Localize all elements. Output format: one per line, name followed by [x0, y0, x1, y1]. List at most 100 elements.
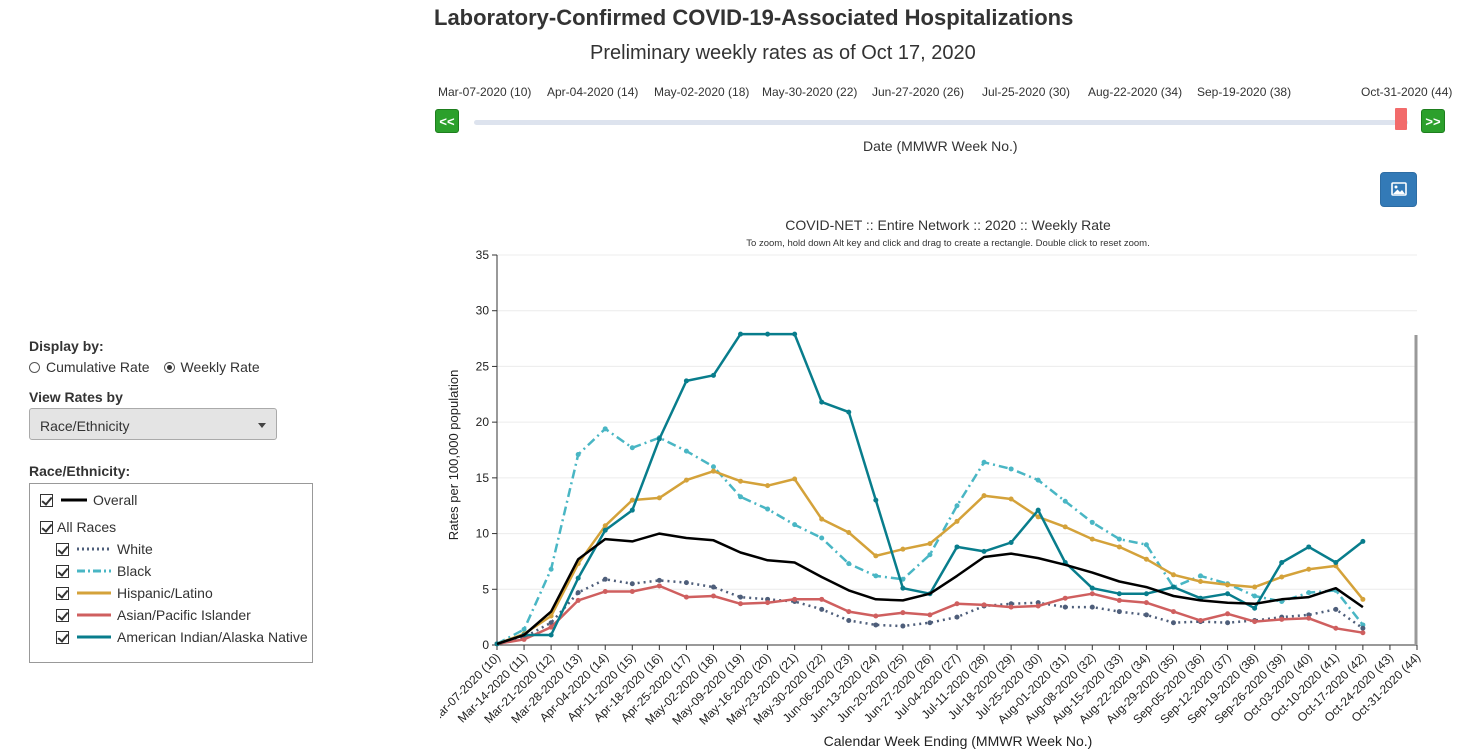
data-point-hispanic[interactable] [873, 553, 879, 559]
data-point-asian[interactable] [1306, 615, 1312, 621]
data-point-asian[interactable] [656, 583, 662, 589]
legend-item-black[interactable]: Black [56, 563, 151, 579]
data-point-hispanic[interactable] [738, 478, 744, 484]
legend-item-aian[interactable]: American Indian/Alaska Native [56, 629, 308, 645]
data-point-white[interactable] [1170, 620, 1176, 626]
data-point-aian[interactable] [575, 575, 581, 581]
data-point-black[interactable] [1306, 590, 1312, 596]
data-point-aian[interactable] [900, 585, 906, 591]
data-point-asian[interactable] [846, 609, 852, 615]
data-point-black[interactable] [1089, 519, 1095, 525]
data-point-white[interactable] [683, 580, 689, 586]
data-point-hispanic[interactable] [792, 476, 798, 482]
data-point-hispanic[interactable] [656, 495, 662, 501]
data-point-black[interactable] [954, 503, 960, 509]
timeline-label[interactable]: Aug-22-2020 (34) [1088, 85, 1183, 99]
data-point-aian[interactable] [629, 507, 635, 513]
radio-weekly-label[interactable]: Weekly Rate [180, 359, 260, 375]
data-point-aian[interactable] [1089, 585, 1095, 591]
data-point-aian[interactable] [873, 497, 879, 503]
data-point-white[interactable] [710, 584, 716, 590]
data-point-hispanic[interactable] [1089, 536, 1095, 542]
data-point-hispanic[interactable] [683, 477, 689, 483]
data-point-hispanic[interactable] [1360, 596, 1366, 602]
data-point-asian[interactable] [738, 601, 744, 607]
timeline-label[interactable]: Sep-19-2020 (38) [1197, 85, 1292, 99]
data-point-hispanic[interactable] [1279, 574, 1285, 580]
data-point-hispanic[interactable] [1116, 544, 1122, 550]
data-point-aian[interactable] [738, 331, 744, 337]
data-point-white[interactable] [1225, 620, 1231, 626]
data-point-asian[interactable] [683, 594, 689, 600]
legend-item-white[interactable]: White [56, 541, 153, 557]
data-point-black[interactable] [792, 522, 798, 528]
data-point-asian[interactable] [548, 624, 554, 630]
data-point-black[interactable] [1008, 466, 1014, 472]
data-point-black[interactable] [710, 464, 716, 470]
timeline-label[interactable]: Oct-31-2020 (44) [1361, 85, 1453, 99]
data-point-white[interactable] [602, 576, 608, 582]
data-point-aian[interactable] [710, 372, 716, 378]
timeline-label[interactable]: Jun-27-2020 (26) [872, 85, 965, 99]
timeline-prev-button[interactable]: << [435, 109, 459, 133]
series-black[interactable] [494, 426, 1366, 647]
timeline-label[interactable]: Apr-04-2020 (14) [547, 85, 639, 99]
data-point-aian[interactable] [548, 632, 554, 638]
data-point-aian[interactable] [1252, 605, 1258, 611]
data-point-hispanic[interactable] [927, 541, 933, 547]
data-point-white[interactable] [954, 614, 960, 620]
series-line-aian[interactable] [496, 332, 1364, 646]
data-point-hispanic[interactable] [1143, 556, 1149, 562]
data-point-black[interactable] [765, 506, 771, 512]
data-point-aian[interactable] [981, 548, 987, 554]
data-point-asian[interactable] [900, 610, 906, 616]
data-point-black[interactable] [1198, 573, 1204, 579]
legend-item-all-races[interactable]: All Races [40, 519, 116, 535]
data-point-asian[interactable] [1035, 603, 1041, 609]
data-point-white[interactable] [1089, 604, 1095, 610]
data-point-aian[interactable] [765, 331, 771, 337]
radio-weekly[interactable] [163, 361, 175, 373]
data-point-hispanic[interactable] [954, 518, 960, 524]
data-point-white[interactable] [1333, 606, 1339, 612]
data-point-white[interactable] [548, 620, 554, 626]
data-point-aian[interactable] [1008, 539, 1014, 545]
data-point-hispanic[interactable] [981, 493, 987, 499]
legend-item-asian[interactable]: Asian/Pacific Islander [56, 607, 251, 623]
data-point-hispanic[interactable] [1252, 584, 1258, 590]
data-point-black[interactable] [1116, 536, 1122, 542]
data-point-black[interactable] [521, 626, 527, 632]
data-point-hispanic[interactable] [1306, 566, 1312, 572]
data-point-aian[interactable] [954, 544, 960, 550]
data-point-asian[interactable] [792, 596, 798, 602]
data-point-white[interactable] [629, 581, 635, 587]
series-line-overall[interactable] [496, 532, 1364, 646]
data-point-hispanic[interactable] [1198, 578, 1204, 584]
timeline-next-button[interactable]: >> [1421, 109, 1445, 133]
data-point-white[interactable] [846, 617, 852, 623]
data-point-aian[interactable] [1360, 538, 1366, 544]
data-point-black[interactable] [1143, 542, 1149, 548]
data-point-aian[interactable] [1225, 591, 1231, 597]
data-point-asian[interactable] [927, 612, 933, 618]
checkbox-all-races[interactable] [40, 520, 53, 534]
data-point-black[interactable] [575, 451, 581, 457]
data-point-aian[interactable] [1035, 507, 1041, 513]
data-point-hispanic[interactable] [900, 546, 906, 552]
data-point-black[interactable] [819, 535, 825, 541]
data-point-aian[interactable] [792, 331, 798, 337]
data-point-black[interactable] [873, 573, 879, 579]
data-point-black[interactable] [683, 448, 689, 454]
data-point-white[interactable] [1062, 604, 1068, 610]
checkbox-asian[interactable] [56, 608, 69, 622]
data-point-asian[interactable] [1198, 617, 1204, 623]
series-line-hispanic[interactable] [496, 469, 1364, 646]
data-point-aian[interactable] [1333, 560, 1339, 566]
data-point-asian[interactable] [1252, 619, 1258, 625]
data-point-white[interactable] [900, 623, 906, 629]
data-point-aian[interactable] [683, 378, 689, 384]
data-point-asian[interactable] [1143, 600, 1149, 606]
data-point-white[interactable] [873, 622, 879, 628]
data-point-white[interactable] [819, 606, 825, 612]
checkbox-black[interactable] [56, 564, 69, 578]
